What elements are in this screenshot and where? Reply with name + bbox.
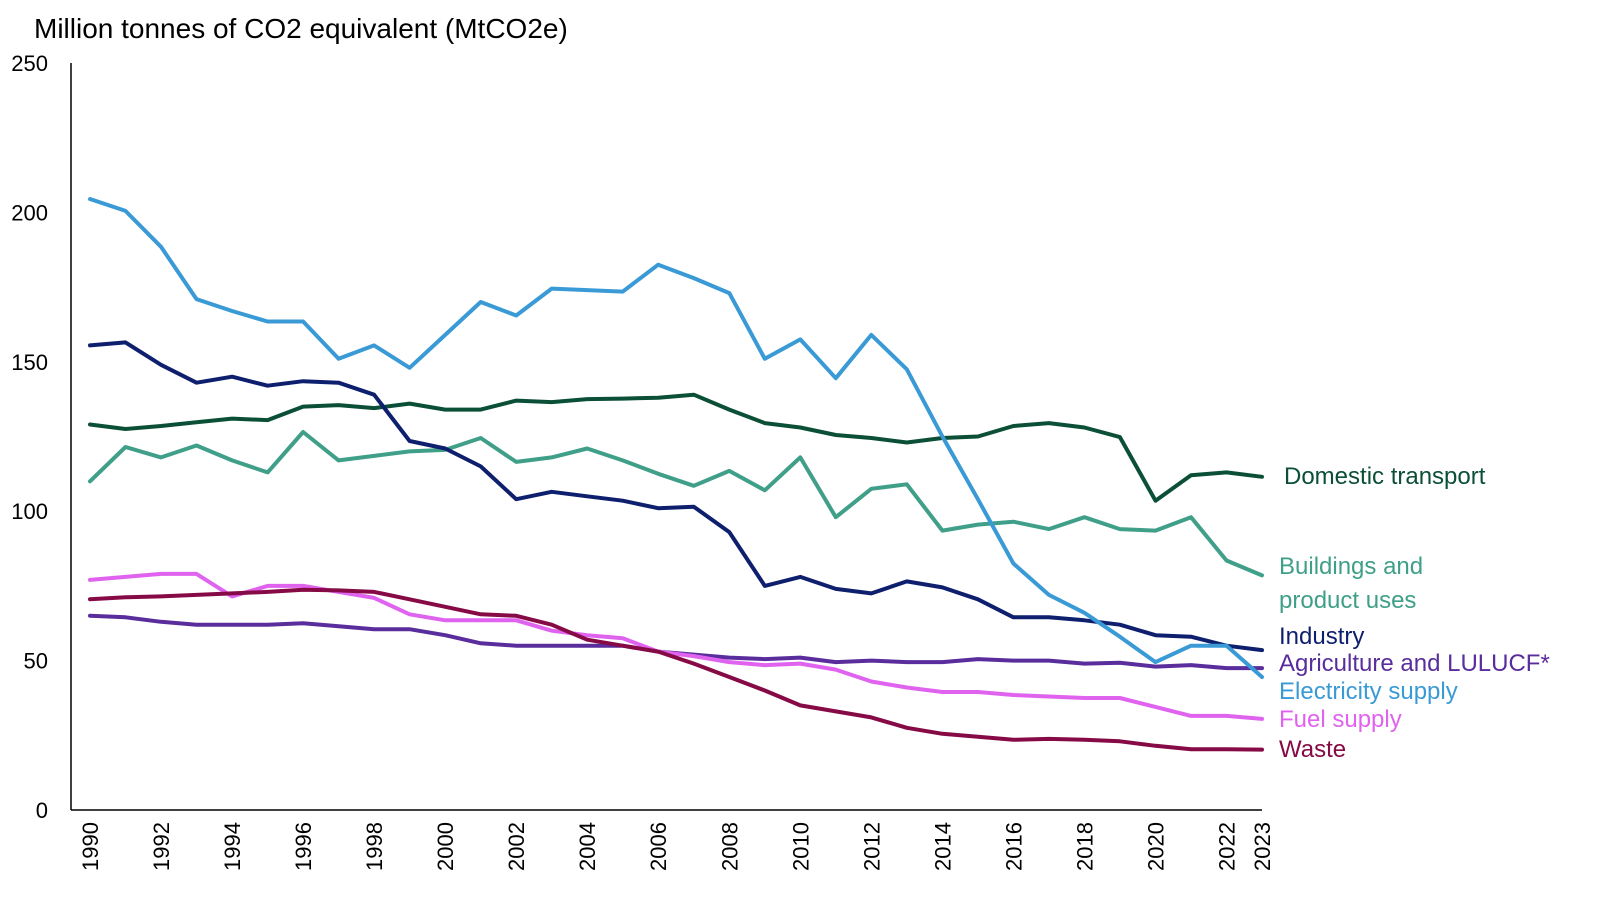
- y-axis-title: Million tonnes of CO2 equivalent (MtCO2e…: [34, 13, 568, 44]
- x-tick-label: 2023: [1250, 822, 1275, 871]
- x-tick-label: 1998: [362, 822, 387, 871]
- y-tick-label: 50: [24, 649, 48, 674]
- y-tick-label: 250: [11, 51, 48, 76]
- x-tick-label: 2022: [1214, 822, 1239, 871]
- y-axis-ticks: 0 50 100 150 200 250: [11, 51, 48, 823]
- y-tick-label: 200: [11, 200, 48, 225]
- x-tick-label: 1992: [149, 822, 174, 871]
- x-tick-label: 2018: [1072, 822, 1097, 871]
- series-line: [88, 392, 1264, 503]
- x-tick-label: 2006: [646, 822, 671, 871]
- y-tick-label: 100: [11, 499, 48, 524]
- x-tick-label: 2000: [433, 822, 458, 871]
- series-labels: Domestic transport Buildings and product u…: [1279, 463, 1550, 763]
- series-label: Waste: [1279, 736, 1346, 763]
- series-line: [88, 340, 1264, 653]
- x-tick-label: 2010: [788, 822, 813, 871]
- y-tick-label: 0: [36, 798, 48, 823]
- series-line: [88, 613, 1264, 671]
- series-label: Fuel supply: [1279, 706, 1402, 733]
- x-tick-label: 1994: [220, 822, 245, 871]
- y-tick-label: 150: [11, 350, 48, 375]
- x-tick-label: 1990: [78, 822, 103, 871]
- series-label: Electricity supply: [1279, 678, 1458, 705]
- x-tick-label: 2020: [1143, 822, 1168, 871]
- series-label: Domestic transport: [1284, 463, 1486, 490]
- x-tick-label: 2008: [717, 822, 742, 871]
- x-tick-label: 1996: [291, 822, 316, 871]
- series-label: Buildings and product uses: [1279, 553, 1423, 614]
- x-tick-label: 2014: [930, 822, 955, 871]
- series-line: [88, 197, 1264, 679]
- series-label: Agriculture and LULUCF*: [1279, 650, 1550, 677]
- series-line: [88, 430, 1264, 578]
- x-tick-label: 2016: [1001, 822, 1026, 871]
- x-tick-label: 2004: [575, 822, 600, 871]
- series-line: [88, 571, 1264, 721]
- x-axis-ticks: 1990 1992 1994 1996 1998 2000 2002 2004 2006 2008…: [78, 822, 1275, 871]
- series-label: Industry: [1279, 623, 1364, 650]
- x-tick-label: 2012: [859, 822, 884, 871]
- series-lines: [88, 197, 1264, 752]
- x-tick-label: 2002: [504, 822, 529, 871]
- series-line: [88, 587, 1264, 752]
